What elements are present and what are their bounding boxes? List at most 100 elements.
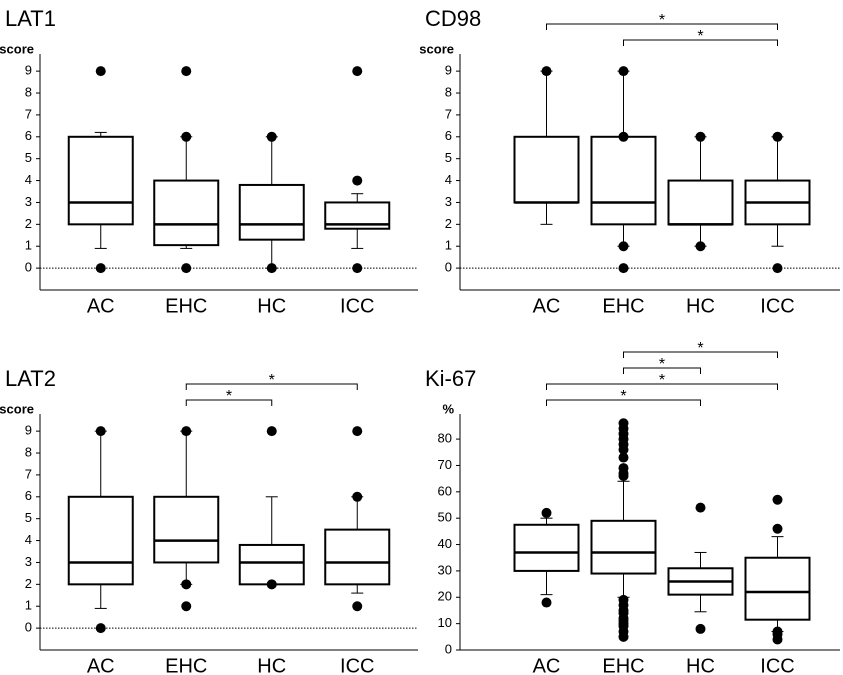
significance-label: *	[659, 372, 665, 389]
significance-bracket	[546, 23, 778, 30]
box	[324, 528, 391, 586]
box	[153, 495, 220, 564]
x-tick-label: AC	[87, 295, 115, 317]
y-tick-label: 3	[445, 194, 452, 209]
x-tick-label: HC	[686, 295, 715, 317]
outlier	[181, 66, 192, 77]
outlier	[266, 579, 277, 590]
y-tick-label: 9	[445, 63, 452, 78]
panel-title: LAT1	[5, 6, 56, 31]
significance-label: *	[659, 356, 665, 373]
significance-bracket	[546, 399, 701, 406]
outlier	[618, 452, 629, 463]
outlier	[772, 626, 783, 637]
box	[667, 179, 734, 226]
x-tick-label: HC	[686, 655, 715, 675]
outlier	[618, 594, 629, 605]
y-tick-label: 3	[25, 554, 32, 569]
significance-label: *	[697, 340, 703, 357]
y-tick-label: 8	[25, 444, 32, 459]
x-tick-label: EHC	[165, 655, 207, 675]
y-tick-label: 40	[438, 536, 452, 551]
panel-title: Ki-67	[425, 366, 476, 391]
y-tick-label: 2	[25, 576, 32, 591]
box	[513, 523, 580, 572]
box	[153, 179, 220, 247]
outlier	[352, 175, 363, 186]
outlier	[772, 263, 783, 274]
y-tick-label: 5	[445, 150, 452, 165]
y-tick-label: 1	[445, 238, 452, 253]
y-tick-label: 10	[438, 615, 452, 630]
box	[513, 135, 580, 204]
x-tick-label: ICC	[760, 295, 794, 317]
y-tick-label: 5	[25, 510, 32, 525]
panel: CD98 score 0 1 2 3 4 5 6 7 8 9 AC EHC HC ICC * *	[419, 6, 840, 317]
outlier	[181, 601, 192, 612]
significance-bracket	[623, 39, 778, 46]
significance-label: *	[226, 388, 232, 405]
y-tick-label: 2	[25, 216, 32, 231]
outlier	[695, 131, 706, 142]
significance-label: *	[269, 372, 275, 389]
significance-label: *	[697, 28, 703, 45]
y-tick-label: 0	[25, 620, 32, 635]
outlier	[695, 241, 706, 252]
y-tick-label: 20	[438, 589, 452, 604]
outlier	[695, 502, 706, 513]
x-tick-label: AC	[533, 655, 561, 675]
box	[238, 183, 305, 241]
x-tick-label: ICC	[340, 295, 374, 317]
y-tick-label: 8	[445, 84, 452, 99]
outlier	[181, 426, 192, 437]
outlier	[352, 426, 363, 437]
outlier	[266, 263, 277, 274]
outlier	[618, 66, 629, 77]
y-tick-label: 6	[25, 488, 32, 503]
y-tick-label: 7	[25, 466, 32, 481]
significance-bracket	[185, 383, 358, 390]
y-tick-label: 1	[25, 598, 32, 613]
outlier	[266, 131, 277, 142]
x-tick-label: EHC	[602, 655, 644, 675]
box	[67, 495, 134, 586]
box	[590, 519, 657, 575]
outlier	[618, 418, 629, 429]
box	[67, 135, 134, 226]
y-tick-label: 9	[25, 63, 32, 78]
outlier	[352, 66, 363, 77]
outlier	[541, 66, 552, 77]
box	[590, 135, 657, 226]
y-tick-label: 50	[438, 510, 452, 525]
outlier	[181, 131, 192, 142]
y-tick-label: 2	[445, 216, 452, 231]
significance-bracket	[546, 383, 778, 390]
outlier	[95, 426, 106, 437]
y-tick-label: 30	[438, 562, 452, 577]
x-tick-label: AC	[533, 295, 561, 317]
y-tick-label: 80	[438, 431, 452, 446]
y-tick-label: 6	[25, 128, 32, 143]
y-tick-label: 70	[438, 457, 452, 472]
x-tick-label: EHC	[602, 295, 644, 317]
outlier	[541, 597, 552, 608]
y-tick-label: 5	[25, 150, 32, 165]
outlier	[95, 263, 106, 274]
y-axis-label: score	[0, 41, 34, 56]
y-tick-label: 4	[25, 532, 32, 547]
y-tick-label: 0	[445, 260, 452, 275]
outlier	[695, 623, 706, 634]
panel-title: LAT2	[5, 366, 56, 391]
y-tick-label: 6	[445, 128, 452, 143]
x-tick-label: HC	[257, 655, 286, 675]
outlier	[352, 601, 363, 612]
x-tick-label: HC	[257, 295, 286, 317]
y-axis-label: %	[442, 401, 454, 416]
outlier	[618, 241, 629, 252]
y-tick-label: 0	[25, 260, 32, 275]
y-tick-label: 0	[445, 641, 452, 656]
panel-title: CD98	[425, 6, 481, 31]
outlier	[618, 131, 629, 142]
significance-label: *	[620, 388, 626, 405]
